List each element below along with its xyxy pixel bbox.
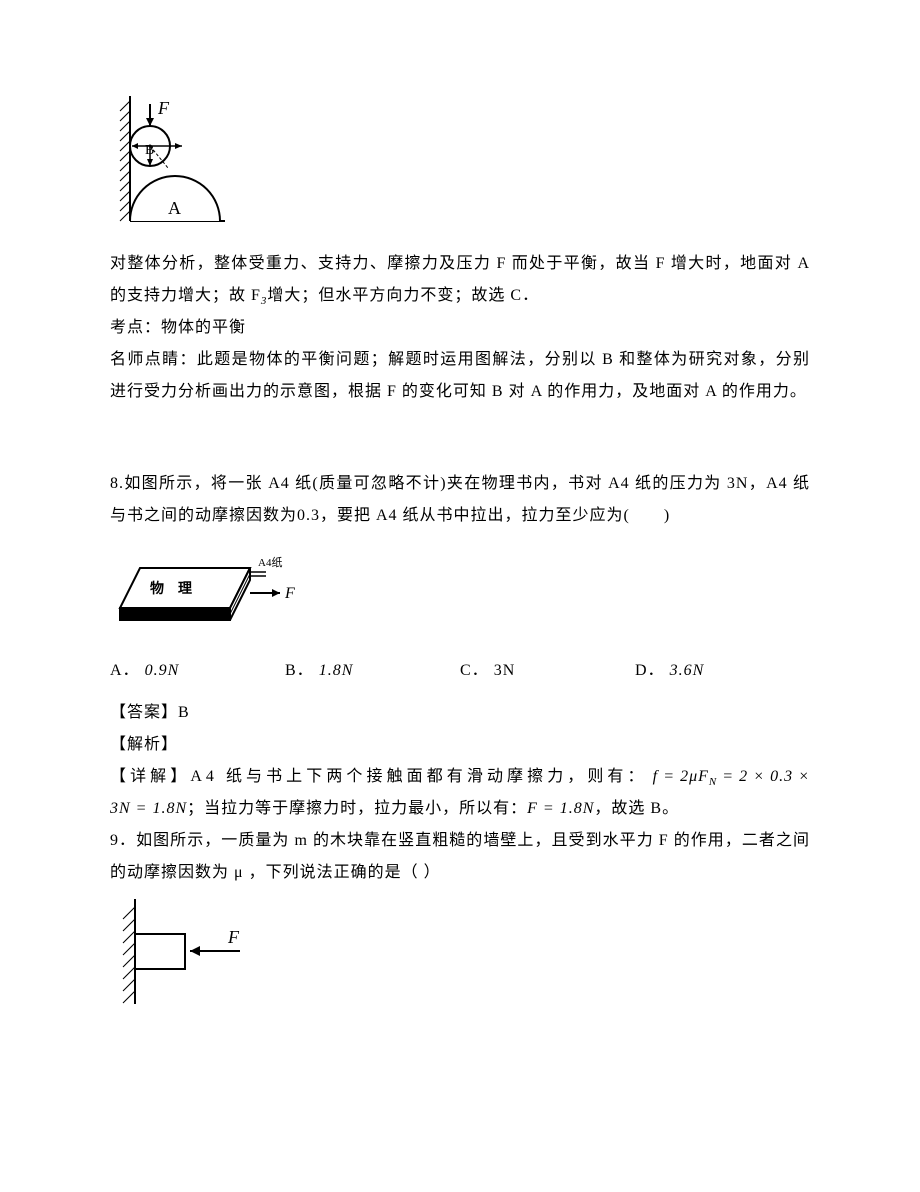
figure-q8: 物 理 A4纸 F xyxy=(110,538,810,645)
q8-options: A． 0.9N B． 1.8N C． 3N D． 3.6N xyxy=(110,655,810,687)
option-C-value: 3N xyxy=(494,662,516,679)
document-page: A B F 对整体分析，整体受重力、支持力、摩擦力及压力 F 而处于平衡，故当 … xyxy=(0,0,920,1091)
q8-detail-lead: 【详解】A4 纸与书上下两个接触面都有滑动摩擦力，则有： xyxy=(110,768,648,785)
option-D-letter: D． xyxy=(635,662,665,679)
option-D: D． 3.6N xyxy=(635,655,810,687)
option-B-value: 1.8N xyxy=(319,662,354,679)
option-D-value: 3.6N xyxy=(670,662,705,679)
a4-label: A4纸 xyxy=(258,556,282,569)
q8-answer: 【答案】B xyxy=(110,697,810,729)
q9-stem: 9．如图所示，一质量为 m 的木块靠在竖直粗糙的墙壁上，且受到水平力 F 的作用… xyxy=(110,825,810,889)
option-B: B． 1.8N xyxy=(285,655,460,687)
option-A-letter: A． xyxy=(110,662,140,679)
text-analysis-1b: 增大；但水平方向力不变；故选 C． xyxy=(267,287,539,304)
q8-stem: 8.如图所示，将一张 A4 纸(质量可忽略不计)夹在物理书内，书对 A4 纸的压… xyxy=(110,468,810,532)
q8-detail: 【详解】A4 纸与书上下两个接触面都有滑动摩擦力，则有： f = 2μFN = … xyxy=(110,761,810,825)
figure-q7-svg: A B F xyxy=(110,96,230,226)
figure-q7: A B F xyxy=(110,96,810,238)
option-A: A． 0.9N xyxy=(110,655,285,687)
f-label-q9: F xyxy=(227,927,240,947)
figure-q9-svg: F xyxy=(110,899,270,1009)
label-A: A xyxy=(168,198,181,218)
option-B-letter: B． xyxy=(285,662,314,679)
q8-detail-mid: ；当拉力等于摩擦力时，拉力最小，所以有： xyxy=(187,800,527,817)
q8-jiexi: 【解析】 xyxy=(110,729,810,761)
option-A-value: 0.9N xyxy=(145,662,180,679)
teacher-comment: 名师点睛：此题是物体的平衡问题；解题时运用图解法，分别以 B 和整体为研究对象，… xyxy=(110,344,810,408)
topic-line: 考点：物体的平衡 xyxy=(110,312,810,344)
q8-detail-tail: ，故选 B。 xyxy=(594,800,679,817)
figure-q9: F xyxy=(110,899,810,1021)
book-label: 物 理 xyxy=(150,580,192,596)
q8-detail-result: F = 1.8N xyxy=(527,800,594,817)
figure-q8-svg: 物 理 A4纸 F xyxy=(110,538,310,633)
option-C-letter: C． xyxy=(460,662,489,679)
f-label-q8: F xyxy=(284,585,295,602)
option-C: C． 3N xyxy=(460,655,635,687)
section-gap xyxy=(110,408,810,468)
label-F: F xyxy=(157,98,170,118)
analysis-paragraph-1: 对整体分析，整体受重力、支持力、摩擦力及压力 F 而处于平衡，故当 F 增大时，… xyxy=(110,248,810,312)
